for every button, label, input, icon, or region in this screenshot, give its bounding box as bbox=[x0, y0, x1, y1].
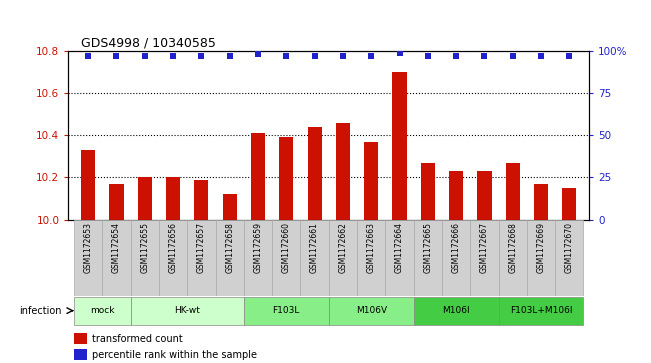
Point bbox=[309, 53, 320, 59]
Bar bbox=[74, 297, 131, 325]
Text: M106V: M106V bbox=[355, 306, 387, 315]
Text: GSM1172661: GSM1172661 bbox=[310, 222, 319, 273]
Text: GSM1172670: GSM1172670 bbox=[565, 222, 574, 273]
Bar bbox=[279, 137, 294, 220]
Bar bbox=[301, 220, 329, 296]
Bar bbox=[506, 163, 519, 220]
Text: GSM1172664: GSM1172664 bbox=[395, 222, 404, 273]
Bar bbox=[223, 194, 237, 220]
Point bbox=[281, 53, 292, 59]
Bar bbox=[534, 184, 548, 220]
Text: GSM1172669: GSM1172669 bbox=[536, 222, 546, 273]
Point bbox=[479, 53, 490, 59]
Text: GSM1172663: GSM1172663 bbox=[367, 222, 376, 273]
Bar bbox=[393, 72, 407, 220]
Bar bbox=[499, 297, 583, 325]
Bar bbox=[131, 220, 159, 296]
Text: M106I: M106I bbox=[442, 306, 470, 315]
Bar bbox=[562, 188, 576, 220]
Point bbox=[366, 53, 376, 59]
Point bbox=[253, 51, 263, 57]
Point bbox=[451, 53, 462, 59]
Bar bbox=[244, 220, 272, 296]
Bar bbox=[74, 220, 102, 296]
Text: GSM1172659: GSM1172659 bbox=[253, 222, 262, 273]
Text: percentile rank within the sample: percentile rank within the sample bbox=[92, 350, 256, 360]
Bar bbox=[477, 171, 492, 220]
Text: GSM1172658: GSM1172658 bbox=[225, 222, 234, 273]
Text: infection: infection bbox=[20, 306, 62, 316]
Bar bbox=[102, 220, 131, 296]
Bar bbox=[385, 220, 413, 296]
Bar bbox=[74, 349, 87, 360]
Text: GSM1172656: GSM1172656 bbox=[169, 222, 178, 273]
Bar bbox=[555, 220, 583, 296]
Bar bbox=[329, 220, 357, 296]
Bar bbox=[131, 297, 244, 325]
Point bbox=[536, 53, 546, 59]
Text: GSM1172668: GSM1172668 bbox=[508, 222, 518, 273]
Point bbox=[83, 53, 93, 59]
Text: GSM1172655: GSM1172655 bbox=[140, 222, 149, 273]
Bar bbox=[138, 178, 152, 220]
Bar bbox=[364, 142, 378, 220]
Bar bbox=[251, 133, 265, 220]
Bar bbox=[307, 127, 322, 220]
Point bbox=[196, 53, 206, 59]
Bar bbox=[413, 220, 442, 296]
Bar bbox=[442, 220, 470, 296]
Point bbox=[225, 53, 235, 59]
Bar bbox=[244, 297, 329, 325]
Text: GDS4998 / 10340585: GDS4998 / 10340585 bbox=[81, 36, 216, 49]
Bar bbox=[413, 297, 499, 325]
Bar bbox=[336, 123, 350, 220]
Point bbox=[395, 50, 405, 56]
Bar bbox=[527, 220, 555, 296]
Bar bbox=[187, 220, 215, 296]
Text: HK-wt: HK-wt bbox=[174, 306, 200, 315]
Text: mock: mock bbox=[90, 306, 115, 315]
Text: F103L: F103L bbox=[273, 306, 300, 315]
Bar bbox=[329, 297, 413, 325]
Bar bbox=[166, 178, 180, 220]
Point bbox=[508, 53, 518, 59]
Text: F103L+M106I: F103L+M106I bbox=[510, 306, 572, 315]
Bar bbox=[357, 220, 385, 296]
Bar bbox=[215, 220, 244, 296]
Bar bbox=[194, 180, 208, 220]
Point bbox=[422, 53, 433, 59]
Bar bbox=[449, 171, 464, 220]
Text: GSM1172653: GSM1172653 bbox=[84, 222, 92, 273]
Point bbox=[111, 53, 122, 59]
Bar bbox=[272, 220, 301, 296]
Point bbox=[168, 53, 178, 59]
Text: GSM1172667: GSM1172667 bbox=[480, 222, 489, 273]
Bar bbox=[74, 333, 87, 344]
Bar bbox=[470, 220, 499, 296]
Text: GSM1172660: GSM1172660 bbox=[282, 222, 291, 273]
Point bbox=[564, 53, 575, 59]
Text: GSM1172665: GSM1172665 bbox=[423, 222, 432, 273]
Point bbox=[338, 53, 348, 59]
Text: transformed count: transformed count bbox=[92, 334, 182, 344]
Bar bbox=[499, 220, 527, 296]
Text: GSM1172662: GSM1172662 bbox=[339, 222, 348, 273]
Text: GSM1172657: GSM1172657 bbox=[197, 222, 206, 273]
Text: GSM1172654: GSM1172654 bbox=[112, 222, 121, 273]
Text: GSM1172666: GSM1172666 bbox=[452, 222, 461, 273]
Bar bbox=[81, 150, 95, 220]
Bar bbox=[159, 220, 187, 296]
Point bbox=[139, 53, 150, 59]
Bar bbox=[109, 184, 124, 220]
Bar bbox=[421, 163, 435, 220]
